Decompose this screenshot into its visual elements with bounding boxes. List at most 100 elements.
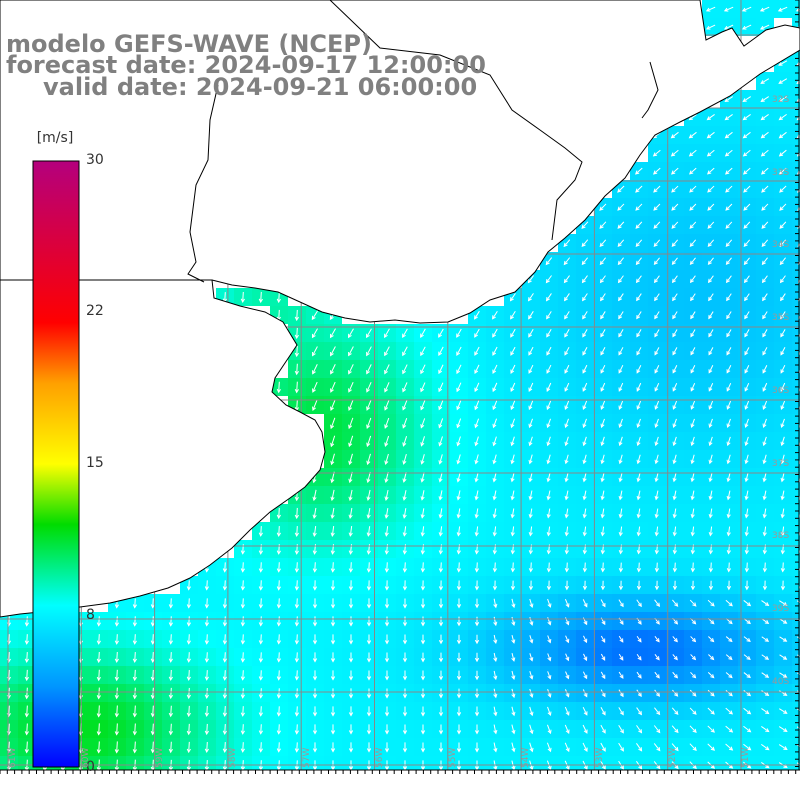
wind-arrow	[618, 364, 624, 374]
wind-arrow	[707, 725, 715, 733]
wind-arrow	[493, 670, 498, 681]
wind-arrow	[582, 508, 587, 519]
wind-arrow	[204, 723, 209, 736]
wind-arrow	[761, 203, 769, 211]
wind-arrow	[186, 670, 191, 681]
wind-arrow	[779, 275, 786, 284]
wind-arrow	[258, 688, 263, 699]
wind-arrow	[654, 436, 659, 447]
wind-arrow	[581, 257, 589, 266]
wind-arrow	[762, 311, 768, 320]
wind-arrow	[330, 489, 335, 502]
wind-arrow	[438, 328, 444, 338]
wind-arrow	[384, 453, 389, 465]
wind-arrow	[402, 724, 408, 735]
wind-arrow	[689, 725, 697, 733]
wind-arrow	[330, 435, 336, 448]
wind-arrow	[582, 580, 588, 591]
wind-arrow	[725, 689, 733, 697]
wind-arrow	[348, 580, 354, 591]
wind-arrow	[743, 707, 752, 715]
wind-arrow	[744, 472, 749, 483]
wind-arrow	[330, 507, 335, 520]
wind-arrow	[762, 382, 768, 392]
wind-arrow	[402, 580, 408, 591]
wind-arrow	[240, 742, 245, 753]
wind-arrow	[330, 706, 336, 717]
wind-arrow	[744, 454, 749, 465]
wind-arrow	[204, 616, 209, 627]
wind-arrow	[708, 454, 713, 465]
wind-arrow	[546, 418, 551, 429]
wind-arrow	[672, 454, 677, 465]
lon-label: 56W	[375, 747, 385, 768]
wind-arrow	[438, 598, 444, 609]
wind-arrow	[672, 329, 678, 338]
wind-arrow	[618, 293, 624, 302]
wind-arrow	[276, 670, 281, 681]
wind-arrow	[581, 221, 589, 229]
wind-arrow	[276, 526, 281, 537]
wind-arrow	[168, 705, 173, 718]
wind-arrow	[312, 489, 317, 502]
wind-arrow	[617, 239, 625, 248]
wind-arrow	[796, 708, 800, 712]
wind-arrow	[725, 636, 733, 643]
wind-arrow	[708, 636, 715, 643]
wind-arrow	[726, 365, 732, 374]
wind-arrow	[366, 417, 372, 430]
wind-arrow	[672, 418, 677, 429]
wind-arrow	[761, 743, 770, 751]
wind-arrow	[672, 654, 678, 661]
wind-arrow	[690, 654, 697, 661]
wind-arrow	[258, 598, 263, 609]
wind-arrow	[420, 454, 425, 465]
wind-arrow	[168, 634, 173, 645]
wind-arrow	[258, 724, 263, 735]
colorbar-tick: 15	[86, 455, 104, 471]
wind-arrow	[744, 508, 749, 519]
wind-arrow	[384, 688, 390, 699]
wind-arrow	[528, 364, 534, 374]
wind-arrow	[294, 381, 299, 394]
wind-arrow	[618, 508, 623, 519]
wind-arrow	[564, 599, 570, 608]
wind-arrow	[402, 688, 408, 699]
wind-arrow	[724, 114, 733, 121]
wind-arrow	[600, 707, 606, 716]
wind-arrow	[779, 221, 787, 229]
wind-arrow	[276, 580, 281, 591]
wind-arrow	[564, 724, 570, 735]
wind-arrow	[743, 743, 752, 751]
wind-arrow	[706, 131, 715, 139]
wind-arrow	[402, 328, 408, 339]
wind-arrow	[726, 580, 732, 591]
wind-arrow	[492, 364, 498, 374]
wind-arrow	[330, 634, 336, 645]
wind-arrow	[671, 239, 679, 247]
wind-arrow	[294, 688, 299, 699]
wind-arrow	[312, 399, 318, 412]
wind-arrow	[741, 24, 752, 30]
wind-arrow	[366, 580, 372, 591]
wind-arrow	[689, 167, 697, 175]
wind-arrow	[565, 671, 570, 680]
lat-label: 37S	[772, 459, 790, 469]
wind-arrow	[744, 365, 750, 374]
wind-arrow	[312, 580, 318, 591]
wind-arrow	[24, 741, 29, 754]
wind-arrow	[743, 221, 751, 229]
wind-arrow	[654, 347, 660, 356]
wind-arrow	[654, 472, 659, 483]
wind-arrow	[636, 400, 642, 410]
wind-arrow	[778, 149, 787, 157]
wind-arrow	[690, 636, 697, 643]
wind-arrow	[168, 598, 173, 609]
wind-arrow	[582, 689, 588, 698]
wind-arrow	[671, 257, 678, 266]
wind-arrow	[402, 634, 408, 645]
wind-arrow	[654, 599, 661, 607]
wind-arrow	[474, 742, 480, 753]
wind-arrow	[456, 364, 462, 375]
